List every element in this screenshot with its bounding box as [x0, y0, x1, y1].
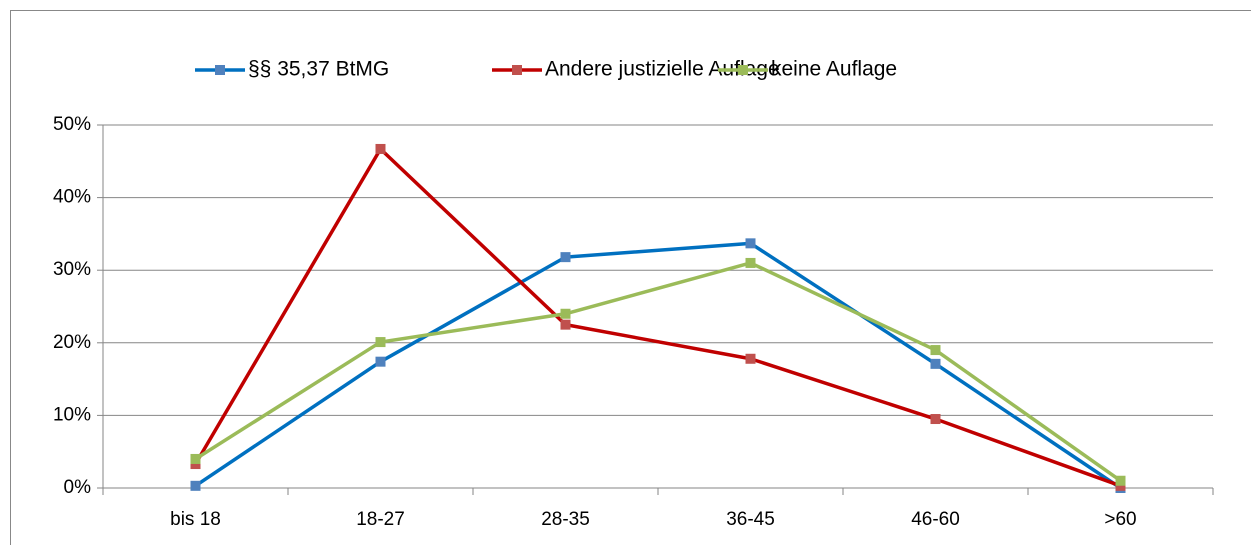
series-line — [194, 241, 1122, 490]
x-tick-label: 28-35 — [541, 509, 590, 530]
point-marker — [190, 480, 201, 491]
point-marker — [190, 453, 201, 464]
point-marker — [745, 257, 756, 268]
legend: §§ 35,37 BtMG Andere justizielle Auflagek… — [195, 58, 897, 81]
legend-label: §§ 35,37 BtMG — [248, 58, 389, 81]
point-marker — [375, 337, 386, 348]
legend-label: keine Auflage — [771, 58, 897, 81]
x-tick-label: >60 — [1104, 509, 1136, 530]
y-tick-label: 50% — [53, 114, 91, 135]
y-tick-label: 10% — [53, 404, 91, 425]
point-marker — [560, 308, 571, 319]
point-marker — [1115, 475, 1126, 486]
point-marker — [745, 353, 756, 364]
series-line — [193, 147, 1122, 488]
y-tick-label: 20% — [53, 332, 91, 353]
point-marker — [745, 238, 756, 249]
point-marker — [190, 459, 201, 470]
x-tick-label: 18-27 — [356, 509, 405, 530]
series-line — [194, 261, 1122, 483]
x-tick-label: bis 18 — [170, 509, 221, 530]
legend-marker — [738, 65, 748, 75]
point-marker — [375, 143, 386, 154]
chart-frame — [10, 10, 1251, 545]
y-tick-label: 30% — [53, 259, 91, 280]
x-tick-label: 46-60 — [911, 509, 960, 530]
x-tick-label: 36-45 — [726, 509, 775, 530]
legend-label: Andere justizielle Auflage — [545, 58, 780, 81]
point-marker — [930, 358, 941, 369]
point-marker — [560, 252, 571, 263]
legend-marker — [512, 65, 522, 75]
point-marker — [560, 319, 571, 330]
point-marker — [930, 414, 941, 425]
point-marker — [1115, 480, 1126, 491]
y-tick-label: 0% — [64, 477, 92, 498]
point-marker — [930, 345, 941, 356]
y-tick-label: 40% — [53, 187, 91, 208]
legend-marker — [215, 65, 225, 75]
point-marker — [375, 356, 386, 367]
